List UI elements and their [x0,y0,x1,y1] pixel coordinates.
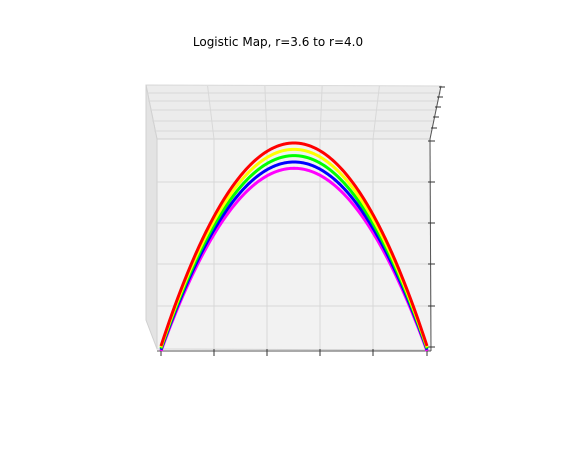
grid-line-back [372,85,380,140]
axes-panes [145,84,442,351]
axis-lines [157,85,445,356]
grid-line-back [264,85,268,140]
series-line-r-3.7 [159,160,429,351]
z-axis-line [429,138,432,352]
grid-line-back [319,85,323,140]
chart-title: Logistic Map, r=3.6 to r=4.0 [193,35,363,49]
series-line-r-3.8 [159,154,429,349]
grid-line-back [207,85,215,140]
series-group [159,141,429,352]
series-line-r-4 [159,141,429,347]
series-line-r-3.6 [159,166,429,352]
y-axis-line [429,85,442,140]
floor-pane [156,138,432,351]
series-line-r-3.9 [159,147,429,348]
